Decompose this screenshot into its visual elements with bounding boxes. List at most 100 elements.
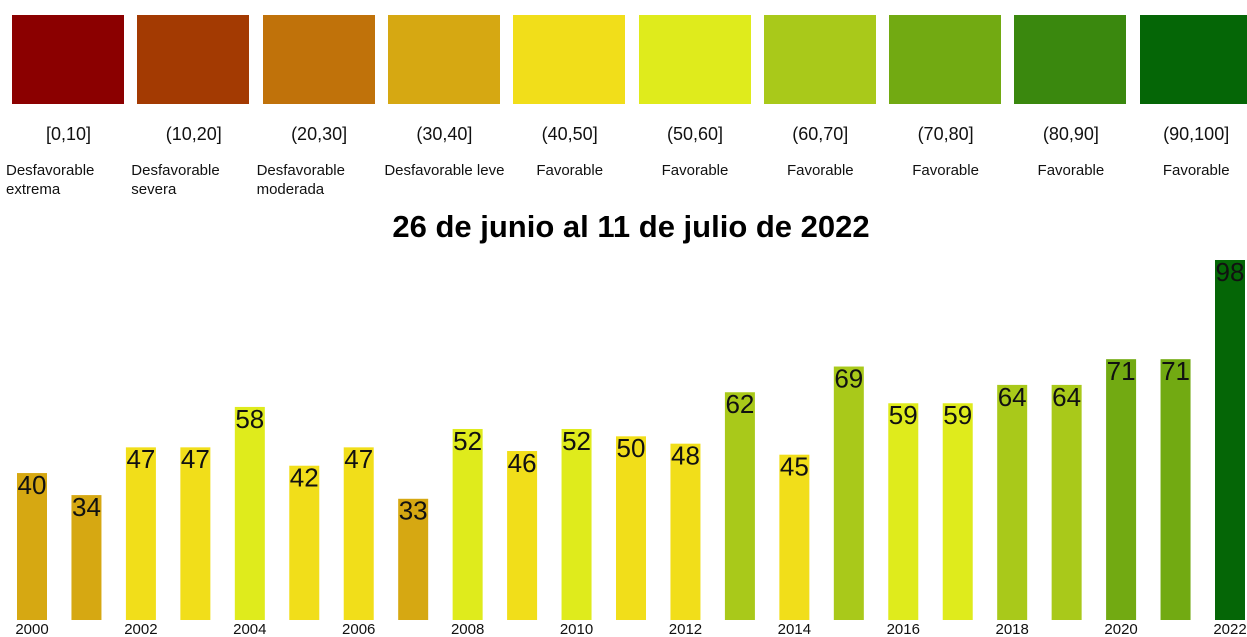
legend-range: (80,90]: [1042, 124, 1099, 144]
legend-label: Desfavorable leve: [382, 161, 507, 180]
legend-swatch: [513, 15, 626, 104]
legend-label-text: Favorable: [786, 162, 854, 179]
x-tick-label: 2012: [669, 621, 702, 637]
chart-title: 26 de junio al 11 de julio de 2022: [392, 209, 869, 244]
value-label: 64: [998, 382, 1027, 412]
legend-range: (20,30]: [291, 124, 348, 144]
x-tick-label: 2002: [124, 621, 157, 637]
value-label: 62: [725, 389, 754, 419]
legend-swatch: [387, 15, 500, 104]
bar: [942, 403, 973, 620]
x-tick-label: 2010: [560, 621, 593, 637]
bar: [1160, 359, 1191, 620]
legend-label: Favorable: [758, 161, 883, 180]
bar: [398, 498, 429, 620]
bar: [1051, 384, 1082, 620]
bar: [670, 443, 701, 620]
value-label: 33: [399, 496, 428, 526]
value-label: 45: [780, 452, 809, 482]
bar: [888, 403, 919, 620]
value-label: 52: [562, 426, 591, 456]
value-label: 47: [344, 444, 373, 474]
value-label: 34: [72, 492, 101, 522]
bar: [616, 436, 646, 620]
value-label: 47: [181, 444, 210, 474]
legend-range: (60,70]: [792, 124, 849, 144]
value-label: 64: [1052, 382, 1081, 412]
value-label: 48: [671, 441, 700, 471]
legend-label-text: Desfavorable extrema: [6, 162, 95, 198]
x-tick-label: 2008: [451, 621, 484, 637]
legend-swatch: [889, 15, 1002, 104]
bar: [452, 428, 483, 620]
legend-range: (40,50]: [541, 124, 598, 144]
x-tick-label: 2014: [778, 621, 811, 637]
legend-swatch: [638, 15, 751, 104]
bar: [289, 465, 320, 620]
value-label: 71: [1161, 356, 1190, 386]
bar: [507, 451, 538, 620]
bar: [561, 428, 592, 620]
x-tick-label: 2006: [342, 621, 375, 637]
value-label: 52: [453, 426, 482, 456]
bar: [833, 366, 864, 620]
bar: [1106, 359, 1137, 620]
legend-range: (10,20]: [165, 124, 222, 144]
legend-swatch: [1139, 15, 1247, 104]
value-label: 46: [508, 448, 537, 478]
legend-label: Favorable: [507, 161, 632, 180]
legend-swatch: [1014, 15, 1127, 104]
legend-range: (90,100]: [1163, 124, 1230, 144]
legend-label-text: Favorable: [1162, 162, 1230, 179]
x-tick-label: 2000: [15, 621, 48, 637]
legend-label-text: Favorable: [661, 162, 729, 179]
legend-label: Desfavorable moderada: [257, 161, 382, 199]
legend-range: (70,80]: [917, 124, 974, 144]
legend-label: Favorable: [883, 161, 1008, 180]
value-label: 47: [126, 444, 155, 474]
legend-label: Desfavorable extrema: [6, 161, 131, 199]
bar: [234, 406, 265, 620]
bar: [997, 384, 1028, 620]
legend-swatch: [262, 15, 375, 104]
legend-swatch: [137, 15, 250, 104]
bar: [724, 392, 755, 620]
value-label: 59: [943, 400, 972, 430]
x-tick-label: 2004: [233, 621, 266, 637]
value-label: 69: [834, 363, 863, 393]
bar: [779, 454, 810, 620]
legend-label: Favorable: [1134, 161, 1247, 180]
legend-swatch: [763, 15, 876, 104]
legend-label-text: Favorable: [536, 162, 604, 179]
legend-label-text: Desfavorable leve: [384, 162, 505, 179]
bar: [1215, 260, 1245, 620]
bar: [343, 447, 374, 620]
value-label: 40: [18, 470, 47, 500]
bar: [71, 495, 102, 620]
legend-label: Desfavorable severa: [131, 161, 256, 199]
bar: [180, 447, 211, 620]
legend-range: (50,60]: [666, 124, 724, 144]
legend-label-text: Favorable: [912, 162, 979, 179]
x-tick-label: 2018: [995, 621, 1028, 637]
bar: [17, 473, 47, 620]
x-tick-label: 2016: [887, 621, 920, 637]
value-label: 50: [617, 433, 646, 463]
legend-range: (30,40]: [416, 124, 473, 144]
legend-label-text: Desfavorable moderada: [256, 162, 345, 198]
value-label: 71: [1107, 356, 1136, 386]
value-label: 58: [235, 404, 264, 434]
value-label: 98: [1216, 257, 1245, 287]
bar: [125, 447, 156, 620]
legend-swatch: [12, 15, 124, 104]
value-label: 59: [889, 400, 918, 430]
legend-label-text: Favorable: [1037, 162, 1105, 179]
legend-label: Favorable: [633, 161, 758, 180]
legend-range: [0,10]: [45, 124, 92, 144]
x-tick-label: 2022: [1213, 621, 1246, 637]
legend-label-text: Desfavorable severa: [131, 162, 220, 198]
legend-label: Favorable: [1008, 161, 1133, 180]
value-label: 42: [290, 463, 319, 493]
